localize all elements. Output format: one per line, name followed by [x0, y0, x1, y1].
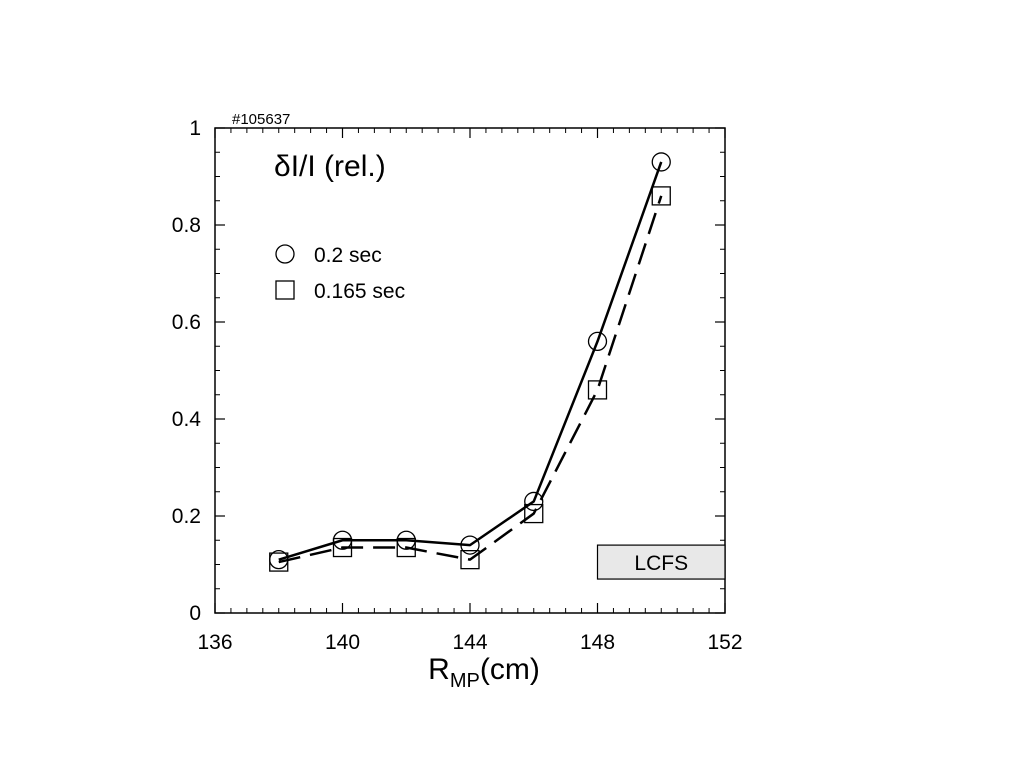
- series-2: [269, 186, 671, 572]
- legend-label-2: 0.165 sec: [314, 280, 405, 303]
- lcfs-annotation: LCFS: [596, 544, 726, 580]
- series-1-line: [278, 161, 663, 561]
- series-1-point: [587, 331, 608, 352]
- y-tick-label: 0.4: [172, 408, 202, 431]
- legend-marker-1: [275, 244, 295, 264]
- x-axis-title: RMP(cm): [428, 653, 540, 692]
- legend-marker-2: [275, 280, 295, 300]
- x-axis-title-subscript: MP: [450, 670, 480, 692]
- y-tick-label: 0: [189, 602, 201, 625]
- series-1: [269, 152, 671, 570]
- lcfs-label: LCFS: [634, 552, 688, 575]
- y-tick-label: 0.2: [172, 505, 201, 528]
- x-axis-title-symbol: R: [428, 653, 450, 686]
- y-tick-label: 1: [189, 117, 201, 140]
- series-2-point: [651, 186, 671, 206]
- tick-labels: 136 140 144 148 152 0 0.2 0.4 0.6 0.8 1: [172, 117, 743, 654]
- series-1-point: [651, 152, 671, 172]
- x-tick-label: 152: [707, 631, 742, 654]
- lcfs-box: [596, 544, 726, 580]
- series-2-point: [524, 503, 544, 524]
- plot-title: δI/I (rel.): [274, 150, 386, 183]
- y-tick-label: 0.6: [172, 311, 201, 334]
- y-tick-label: 0.8: [172, 214, 201, 237]
- x-tick-label: 148: [580, 631, 615, 654]
- series-1-point: [460, 535, 480, 555]
- x-axis-title-unit: (cm): [480, 653, 540, 686]
- series-layer: [269, 152, 671, 572]
- series-2-point: [587, 380, 608, 400]
- x-tick-label: 136: [197, 631, 232, 654]
- series-2-point: [396, 537, 416, 558]
- plot-frame: [214, 127, 726, 614]
- legend-label-1: 0.2 sec: [314, 244, 382, 267]
- x-tick-label: 140: [325, 631, 360, 654]
- series-2-point: [332, 537, 353, 558]
- x-tick-label: 144: [452, 631, 487, 654]
- series-2-line: [278, 195, 663, 564]
- series-1-point: [524, 491, 544, 512]
- shot-number-label: #105637: [232, 111, 290, 128]
- series-2-point: [460, 550, 480, 570]
- legend: 0.2 sec 0.165 sec: [275, 244, 405, 303]
- series-2-point: [269, 552, 289, 572]
